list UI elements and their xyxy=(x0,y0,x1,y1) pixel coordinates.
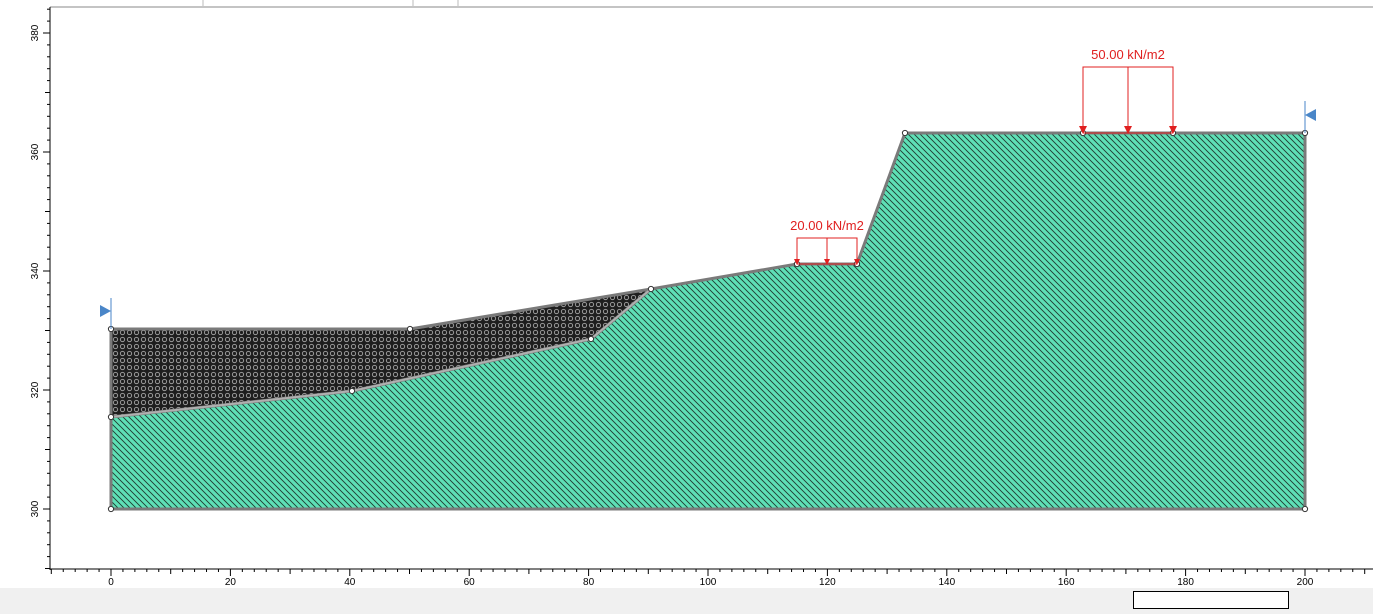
status-input-field[interactable] xyxy=(1133,591,1289,609)
x-axis-label: 80 xyxy=(583,577,595,588)
load-label-1: 20.00 kN/m2 xyxy=(790,218,864,233)
slope-limit-right-marker[interactable] xyxy=(1304,101,1316,133)
vertex xyxy=(107,413,115,421)
x-axis-label: 180 xyxy=(1177,577,1194,588)
x-axis-label: 200 xyxy=(1297,577,1314,588)
y-axis-label: 300 xyxy=(30,500,41,517)
x-axis-label: 20 xyxy=(225,577,237,588)
y-axis-label: 360 xyxy=(30,143,41,160)
y-axis-label: 380 xyxy=(30,24,41,41)
vertex xyxy=(647,285,655,293)
slope-limit-left-marker[interactable] xyxy=(100,298,112,329)
vertex xyxy=(406,325,414,333)
x-axis-label: 60 xyxy=(464,577,476,588)
vertex xyxy=(348,387,356,395)
distributed-load-1[interactable]: 20.00 kN/m2 xyxy=(790,218,864,265)
load-label-2: 50.00 kN/m2 xyxy=(1091,47,1165,62)
vertex xyxy=(1301,505,1309,513)
vertex xyxy=(901,129,909,137)
x-axis-label: 40 xyxy=(344,577,356,588)
distributed-load-2[interactable]: 50.00 kN/m2 xyxy=(1079,47,1177,134)
y-axis-label: 320 xyxy=(30,381,41,398)
vertex xyxy=(107,505,115,513)
model-canvas[interactable]: 300 320 340 360 380 0 20 40 60 80 100 120 140 160 180… xyxy=(0,0,1373,588)
y-axis-label: 340 xyxy=(30,262,41,279)
x-axis-label: 120 xyxy=(819,577,836,588)
x-axis-label: 140 xyxy=(938,577,955,588)
y-axis: 300 320 340 360 380 xyxy=(30,7,51,570)
soil-region-main[interactable] xyxy=(109,131,1307,511)
x-axis-label: 0 xyxy=(108,577,114,588)
x-axis: 0 20 40 60 80 100 120 140 160 180 200 xyxy=(50,568,1373,588)
x-axis-label: 160 xyxy=(1058,577,1075,588)
vertex xyxy=(587,335,595,343)
x-axis-label: 100 xyxy=(700,577,717,588)
